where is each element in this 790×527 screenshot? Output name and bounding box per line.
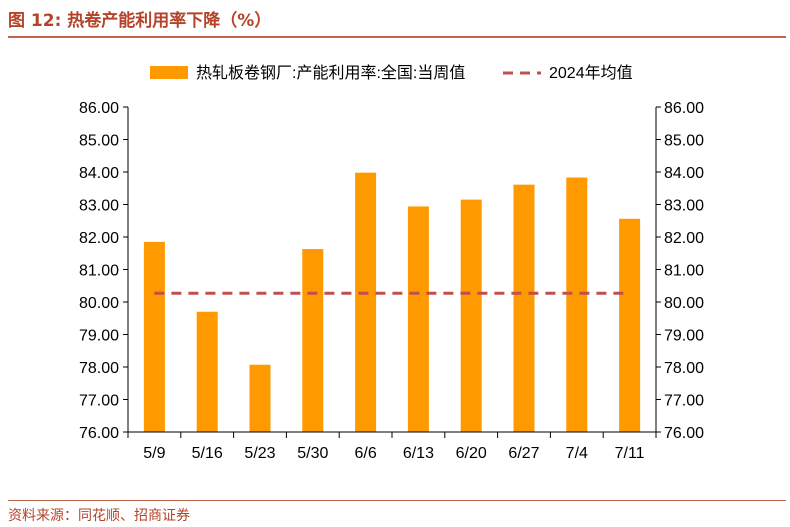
source-note: 资料来源：同花顺、招商证券 — [8, 508, 190, 524]
y-tick-label-right: 83.00 — [664, 198, 704, 215]
x-tick-label: 6/20 — [456, 445, 487, 462]
legend-label-average: 2024年均值 — [549, 64, 633, 82]
x-tick-label: 7/11 — [615, 445, 645, 462]
y-tick-label-right: 77.00 — [664, 393, 704, 410]
x-tick-label: 5/9 — [143, 445, 165, 462]
x-tick-label: 5/23 — [244, 445, 275, 462]
y-tick-label-left: 84.00 — [79, 165, 119, 182]
y-axis-left: 76.00 77.00 78.00 79.00 80.00 81.00 82.00 83.00… — [79, 100, 129, 442]
y-tick-label-right: 86.00 — [664, 100, 704, 117]
legend-label-bar: 热轧板卷钢厂:产能利用率:全国:当周值 — [196, 64, 465, 82]
bar — [249, 364, 271, 432]
source-divider — [8, 500, 786, 501]
bar — [355, 172, 377, 432]
x-tick-label: 5/16 — [192, 445, 223, 462]
y-tick-label-left: 83.00 — [79, 198, 119, 215]
bar — [143, 241, 165, 432]
x-tick-label: 6/6 — [354, 445, 376, 462]
title-divider — [8, 36, 786, 38]
y-tick-label-left: 85.00 — [79, 133, 119, 150]
y-tick-label-right: 84.00 — [664, 165, 704, 182]
x-tick-label: 6/27 — [508, 445, 539, 462]
y-tick-label-left: 80.00 — [79, 295, 119, 312]
y-tick-label-right: 85.00 — [664, 133, 704, 150]
x-tick-label: 7/4 — [566, 445, 588, 462]
y-tick-label-right: 82.00 — [664, 230, 704, 247]
bar — [460, 199, 482, 432]
bar — [302, 249, 324, 432]
x-axis: 5/9 5/16 5/23 5/30 6/6 6/13 6/20 6/27 7/4 7/11 — [127, 431, 657, 462]
legend-swatch-bar — [150, 66, 188, 79]
bar — [619, 218, 641, 432]
y-tick-label-right: 76.00 — [664, 425, 704, 442]
y-tick-label-right: 80.00 — [664, 295, 704, 312]
bar — [566, 177, 588, 432]
y-tick-label-right: 79.00 — [664, 328, 704, 345]
y-tick-label-right: 78.00 — [664, 360, 704, 377]
figure-title: 图 12: 热卷产能利用率下降（%） — [8, 11, 272, 31]
y-axis-right: 76.00 77.00 78.00 79.00 80.00 81.00 82.00 83.00… — [655, 100, 704, 442]
bar — [196, 311, 218, 432]
chart-legend: 热轧板卷钢厂:产能利用率:全国:当周值 2024年均值 — [150, 64, 633, 82]
y-tick-label-right: 81.00 — [664, 263, 704, 280]
x-tick-label: 5/30 — [297, 445, 328, 462]
bar — [513, 184, 535, 432]
x-tick-label: 6/13 — [403, 445, 434, 462]
y-tick-label-left: 82.00 — [79, 230, 119, 247]
y-tick-label-left: 77.00 — [79, 393, 119, 410]
y-tick-label-left: 81.00 — [79, 263, 119, 280]
y-tick-label-left: 78.00 — [79, 360, 119, 377]
bar-series — [143, 172, 641, 432]
y-tick-label-left: 86.00 — [79, 100, 119, 117]
y-tick-label-left: 79.00 — [79, 328, 119, 345]
bar — [407, 206, 429, 432]
y-tick-label-left: 76.00 — [79, 425, 119, 442]
